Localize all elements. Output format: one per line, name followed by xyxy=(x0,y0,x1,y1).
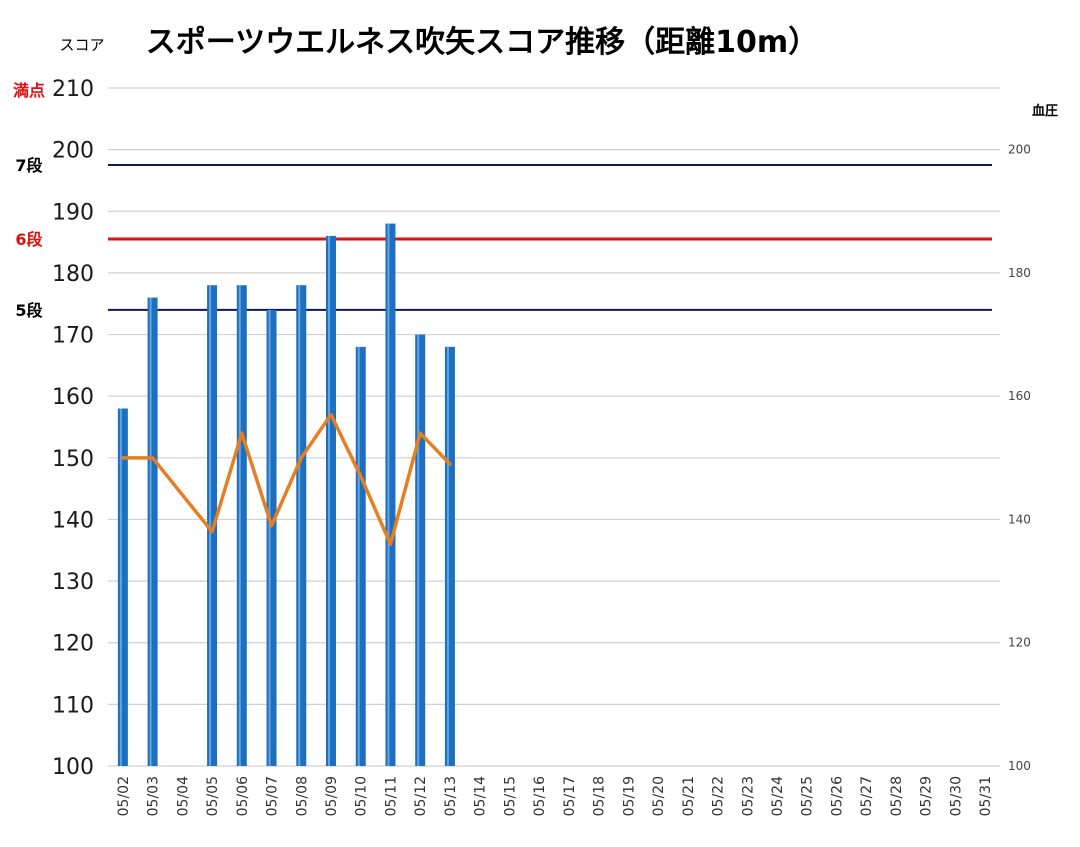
reference-label: 5段 xyxy=(15,301,43,320)
x-tick-label: 05/09 xyxy=(324,776,340,816)
line-point xyxy=(151,456,155,460)
right-axis-ticks: 100 120 140 160 180 200 xyxy=(1008,143,1031,773)
right-tick-label: 100 xyxy=(1008,759,1031,773)
left-tick-label: 150 xyxy=(52,447,94,472)
x-axis-ticks: 05/02 05/03 05/04 05/05 05/06 05/07 05/08 05/09… xyxy=(116,776,994,816)
x-tick-label: 05/27 xyxy=(859,776,875,816)
line-point xyxy=(448,462,452,466)
x-tick-label: 05/23 xyxy=(740,776,756,816)
left-tick-label: 170 xyxy=(52,324,94,349)
x-tick-label: 05/19 xyxy=(621,776,637,816)
bar xyxy=(415,334,426,766)
y-axis-label: スコア xyxy=(59,36,104,54)
left-tick-label: 180 xyxy=(52,262,94,287)
x-tick-label: 05/14 xyxy=(473,776,489,816)
right-tick-label: 140 xyxy=(1008,512,1031,526)
x-tick-label: 05/25 xyxy=(800,776,816,816)
y2-axis-label: 血圧 xyxy=(1032,103,1058,119)
left-tick-label: 140 xyxy=(52,508,94,533)
bar xyxy=(147,297,158,766)
x-tick-label: 05/08 xyxy=(294,776,310,816)
bar-highlight xyxy=(298,285,301,766)
x-tick-label: 05/04 xyxy=(175,776,191,816)
line-point xyxy=(299,456,303,460)
x-tick-label: 05/07 xyxy=(265,776,281,816)
bar xyxy=(266,309,277,766)
x-tick-label: 05/24 xyxy=(770,776,786,816)
bar-highlight xyxy=(149,297,152,766)
x-tick-label: 05/30 xyxy=(948,776,964,816)
x-tick-label: 05/16 xyxy=(532,776,548,816)
x-tick-label: 05/17 xyxy=(562,776,578,816)
x-tick-label: 05/03 xyxy=(146,776,162,816)
left-axis-ticks: 100 110 120 130 140 150 160 170 180 190 200 210 xyxy=(52,77,94,780)
bar xyxy=(326,235,336,767)
x-tick-label: 05/18 xyxy=(592,776,608,816)
left-tick-label: 120 xyxy=(52,632,94,657)
x-tick-label: 05/26 xyxy=(829,776,845,816)
reference-label: 7段 xyxy=(15,156,43,175)
left-tick-label: 200 xyxy=(52,139,94,164)
line-point xyxy=(388,542,392,546)
line-point xyxy=(270,524,274,528)
bar-highlight xyxy=(446,346,449,766)
right-tick-label: 120 xyxy=(1008,636,1031,650)
bar xyxy=(385,223,396,767)
bar-highlight xyxy=(328,235,330,767)
line-point xyxy=(418,431,422,435)
left-tick-label: 210 xyxy=(52,77,94,102)
x-tick-label: 05/10 xyxy=(354,776,370,816)
x-tick-label: 05/15 xyxy=(502,776,518,816)
reference-lines: 満点 7段 6段 5段 xyxy=(13,81,992,320)
x-tick-label: 05/11 xyxy=(383,776,399,816)
left-tick-label: 110 xyxy=(52,693,94,718)
bar-highlight xyxy=(268,309,271,766)
bar-highlight xyxy=(357,346,360,766)
left-tick-label: 160 xyxy=(52,385,94,410)
x-tick-label: 05/20 xyxy=(651,776,667,816)
x-tick-label: 05/31 xyxy=(978,776,994,816)
line-point xyxy=(359,474,363,478)
line-series xyxy=(121,412,452,546)
bar xyxy=(236,285,247,766)
bar-highlight xyxy=(417,334,420,766)
left-tick-label: 190 xyxy=(52,200,94,225)
bar xyxy=(355,346,366,766)
bar xyxy=(207,285,218,766)
line-point xyxy=(121,456,125,460)
left-tick-label: 130 xyxy=(52,570,94,595)
reference-label: 6段 xyxy=(15,230,43,249)
x-tick-label: 05/02 xyxy=(116,776,132,816)
line-point xyxy=(210,530,214,534)
bar-highlight xyxy=(238,285,241,766)
line-point xyxy=(240,431,244,435)
gridlines xyxy=(108,87,1000,767)
bar xyxy=(117,408,128,766)
bar-highlight xyxy=(387,223,390,767)
bar xyxy=(296,285,307,766)
bar-highlight xyxy=(209,285,212,766)
x-tick-label: 05/21 xyxy=(681,776,697,816)
right-tick-label: 180 xyxy=(1008,266,1031,280)
x-tick-label: 05/29 xyxy=(919,776,935,816)
bar-highlight xyxy=(119,408,122,766)
line-point xyxy=(329,413,333,417)
left-tick-label: 100 xyxy=(52,755,94,780)
x-tick-label: 05/05 xyxy=(205,776,221,816)
x-tick-label: 05/06 xyxy=(235,776,251,816)
reference-label: 満点 xyxy=(13,81,45,100)
bar-series xyxy=(117,223,455,767)
bar xyxy=(444,346,455,766)
blood-pressure-line xyxy=(121,412,452,546)
x-tick-label: 05/13 xyxy=(443,776,459,816)
x-tick-label: 05/28 xyxy=(889,776,905,816)
right-tick-label: 160 xyxy=(1008,389,1031,403)
chart-title: スポーツウエルネス吹矢スコア推移（距離10m） xyxy=(146,25,818,60)
right-tick-label: 200 xyxy=(1008,143,1031,157)
x-tick-label: 05/22 xyxy=(711,776,727,816)
x-tick-label: 05/12 xyxy=(413,776,429,816)
